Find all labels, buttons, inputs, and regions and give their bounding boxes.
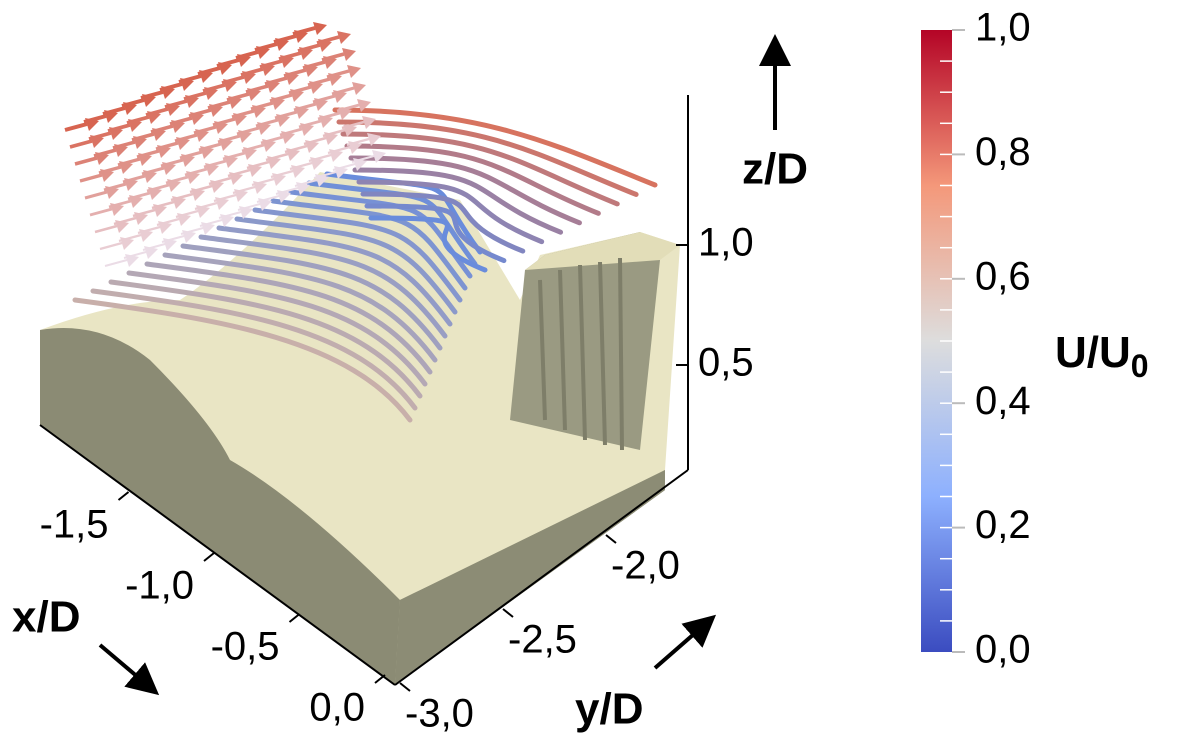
z-tick-label: 0,5 xyxy=(698,341,754,385)
colorbar-tick-label: 1,0 xyxy=(975,6,1031,50)
x-tick xyxy=(375,675,385,683)
x-tick xyxy=(204,553,214,561)
x-tick xyxy=(290,614,300,622)
velocity-arrow xyxy=(75,158,97,164)
velocity-arrow xyxy=(65,124,87,130)
velocity-arrow xyxy=(100,243,122,249)
velocity-arrow-head xyxy=(342,48,356,61)
y-tick xyxy=(503,609,513,617)
y-tick-label: -3,0 xyxy=(405,692,474,736)
velocity-arrow xyxy=(85,192,107,198)
colorbar-tick-label: 0,6 xyxy=(975,254,1031,298)
colorbar-tick-label: 0,2 xyxy=(975,503,1031,547)
x-tick-label: 0,0 xyxy=(309,686,365,730)
velocity-arrow xyxy=(80,175,102,181)
velocity-arrow xyxy=(70,141,92,147)
y-axis-label: y/D xyxy=(575,685,643,734)
y-tick xyxy=(400,683,410,691)
velocity-arrow-head xyxy=(347,65,361,78)
velocity-arrow-head xyxy=(352,82,366,95)
x-tick xyxy=(119,492,129,500)
x-tick-label: -1,5 xyxy=(40,503,109,547)
z-tick-label: 1,0 xyxy=(698,221,754,265)
x-tick-label: -1,0 xyxy=(125,564,194,608)
colorbar-label: U/U0 xyxy=(1055,328,1149,385)
z-axis-label: z/D xyxy=(742,145,808,194)
velocity-arrow xyxy=(95,226,117,232)
velocity-arrow-head xyxy=(337,31,351,44)
y-tick-label: -2,0 xyxy=(611,544,680,588)
y-tick xyxy=(606,535,616,543)
y-tick-label: -2,5 xyxy=(508,618,577,662)
colorbar-tick-label: 0,8 xyxy=(975,130,1031,174)
x-axis-label: x/D xyxy=(12,593,80,642)
velocity-arrow xyxy=(90,209,112,215)
colorbar-tick-label: 0,4 xyxy=(975,379,1031,423)
figure: z/D x/D y/D U/U0 0,0 0,2 0,4 0,6 0,8 1,0 0,5 1,… xyxy=(0,0,1183,740)
velocity-arrow-head xyxy=(313,22,327,35)
colorbar-tick-label: 0,0 xyxy=(975,628,1031,672)
x-tick-label: -0,5 xyxy=(211,625,280,669)
velocity-arrow xyxy=(105,260,127,266)
